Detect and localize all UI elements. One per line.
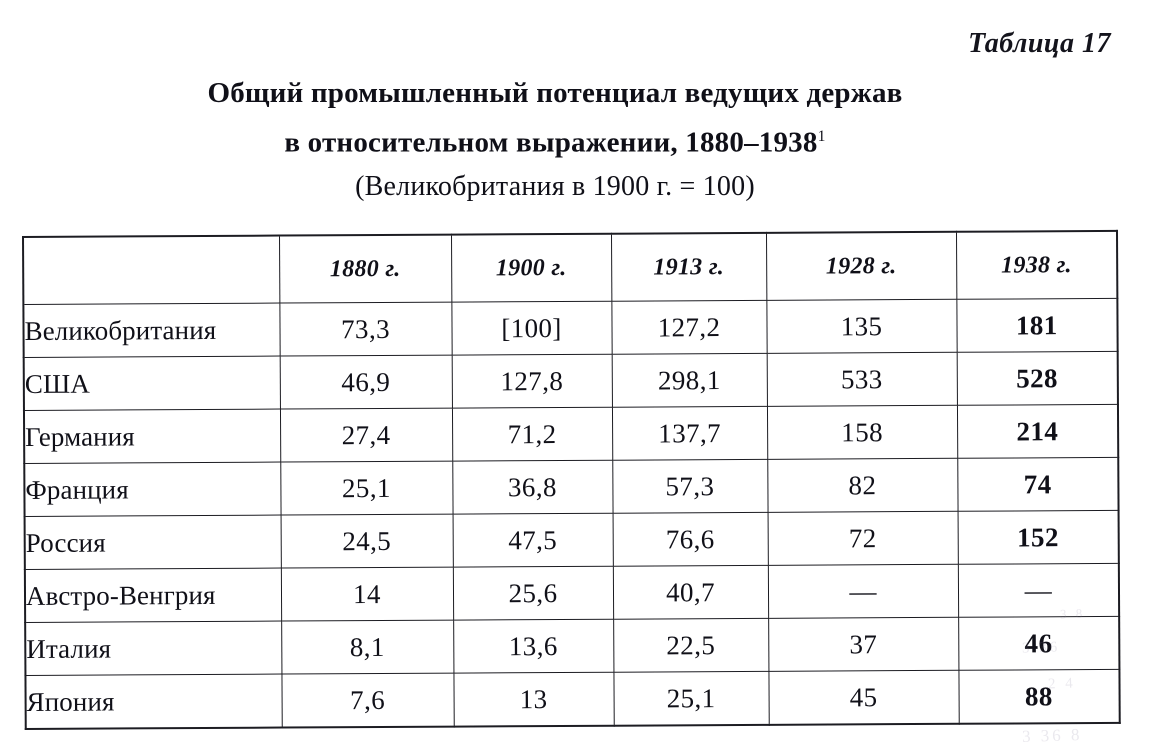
cell-france-1938: 74 xyxy=(957,457,1119,512)
row-label-austria-hungary: Австро-Венгрия xyxy=(24,568,282,623)
cell-austria-hungary-1900: 25,6 xyxy=(452,566,614,621)
table-title-line-1: Общий промышленный потенциал ведущих дер… xyxy=(207,77,903,109)
table-number-caption: Таблица 17 xyxy=(968,28,1111,59)
cell-germany-1928: 158 xyxy=(766,405,958,460)
table-title-line-2: в относительном выражении, 1880–19381 xyxy=(0,115,1110,165)
table-header: 1880 г. 1900 г. 1913 г. 1928 г. 1938 г. xyxy=(23,230,1118,305)
cell-russia-1928: 72 xyxy=(767,511,958,566)
cell-italy-1928: 37 xyxy=(768,617,959,672)
cell-japan-1928: 45 xyxy=(768,670,959,725)
cell-russia-1880: 24,5 xyxy=(280,514,453,569)
table-row: Великобритания 73,3 [100] 127,2 135 181 xyxy=(23,298,1118,358)
cell-france-1880: 25,1 xyxy=(280,461,453,516)
table-title-line-3: (Великобритания в 1900 г. = 100) xyxy=(355,170,755,202)
table-row: Россия 24,5 47,5 76,6 72 152 xyxy=(24,510,1119,570)
cell-usa-1938: 528 xyxy=(956,351,1118,406)
row-label-russia: Россия xyxy=(24,515,281,570)
cell-france-1928: 82 xyxy=(767,458,958,513)
column-header-1928: 1928 г. xyxy=(765,231,957,301)
cell-japan-1938: 88 xyxy=(958,669,1120,724)
cell-japan-1880: 7,6 xyxy=(281,673,454,728)
table-row: Австро-Венгрия 14 25,6 40,7 — — xyxy=(24,563,1120,623)
table-title-block: Общий промышленный потенциал ведущих дер… xyxy=(0,72,1110,208)
table-row: Италия 8,1 13,6 22,5 37 46 xyxy=(25,616,1120,676)
cell-russia-1938: 152 xyxy=(957,510,1119,565)
cell-germany-1900: 71,2 xyxy=(451,407,613,462)
cell-usa-1928: 533 xyxy=(766,352,957,407)
row-label-italy: Италия xyxy=(25,621,282,676)
footnote-marker: 1 xyxy=(817,128,826,145)
column-header-1938: 1938 г. xyxy=(955,230,1118,300)
row-label-great-britain: Великобритания xyxy=(23,303,280,358)
cell-great-britain-1900: [100] xyxy=(451,301,612,356)
column-header-1913: 1913 г. xyxy=(610,232,767,302)
table-body: Великобритания 73,3 [100] 127,2 135 181 … xyxy=(23,298,1120,729)
cell-japan-1913: 25,1 xyxy=(613,671,769,726)
cell-france-1900: 36,8 xyxy=(452,460,613,515)
cell-germany-1880: 27,4 xyxy=(279,408,453,463)
cell-italy-1938: 46 xyxy=(958,616,1120,671)
cell-italy-1913: 22,5 xyxy=(613,618,769,673)
table-container: 1880 г. 1900 г. 1913 г. 1928 г. 1938 г. … xyxy=(22,229,1121,730)
table-row: США 46,9 127,8 298,1 533 528 xyxy=(23,351,1118,411)
cell-austria-hungary-1913: 40,7 xyxy=(612,565,769,620)
header-row: 1880 г. 1900 г. 1913 г. 1928 г. 1938 г. xyxy=(23,230,1118,305)
cell-japan-1900: 13 xyxy=(453,672,614,727)
cell-usa-1900: 127,8 xyxy=(451,354,612,409)
table-row: Япония 7,6 13 25,1 45 88 xyxy=(25,669,1120,729)
cell-italy-1880: 8,1 xyxy=(281,620,454,675)
column-header-1900: 1900 г. xyxy=(450,233,612,303)
cell-russia-1900: 47,5 xyxy=(452,513,613,568)
row-label-japan: Япония xyxy=(25,674,282,729)
cell-austria-hungary-1938: — xyxy=(957,563,1120,618)
cell-france-1913: 57,3 xyxy=(612,459,768,514)
cell-usa-1913: 298,1 xyxy=(611,353,767,408)
cell-great-britain-1913: 127,2 xyxy=(611,300,767,355)
cell-usa-1880: 46,9 xyxy=(279,355,452,410)
cell-germany-1913: 137,7 xyxy=(611,406,768,461)
table-row: Германия 27,4 71,2 137,7 158 214 xyxy=(23,404,1119,464)
cell-austria-hungary-1880: 14 xyxy=(280,567,454,622)
scan-bleed-artifact: 3 36 8 xyxy=(1021,724,1083,747)
row-label-france: Франция xyxy=(24,462,281,517)
row-label-germany: Германия xyxy=(23,409,281,464)
cell-russia-1913: 76,6 xyxy=(612,512,768,567)
cell-great-britain-1928: 135 xyxy=(766,299,957,354)
table-row: Франция 25,1 36,8 57,3 82 74 xyxy=(24,457,1119,517)
header-corner-cell xyxy=(23,235,280,305)
column-header-1880: 1880 г. xyxy=(279,234,452,304)
cell-great-britain-1880: 73,3 xyxy=(279,302,452,357)
cell-great-britain-1938: 181 xyxy=(956,298,1118,353)
cell-austria-hungary-1928: — xyxy=(767,564,959,619)
table-title-line-2-text: в относительном выражении, 1880–1938 xyxy=(284,126,818,159)
row-label-usa: США xyxy=(23,356,280,411)
cell-germany-1938: 214 xyxy=(956,404,1119,459)
cell-italy-1900: 13,6 xyxy=(453,619,614,674)
industrial-potential-table: 1880 г. 1900 г. 1913 г. 1928 г. 1938 г. … xyxy=(22,229,1121,730)
